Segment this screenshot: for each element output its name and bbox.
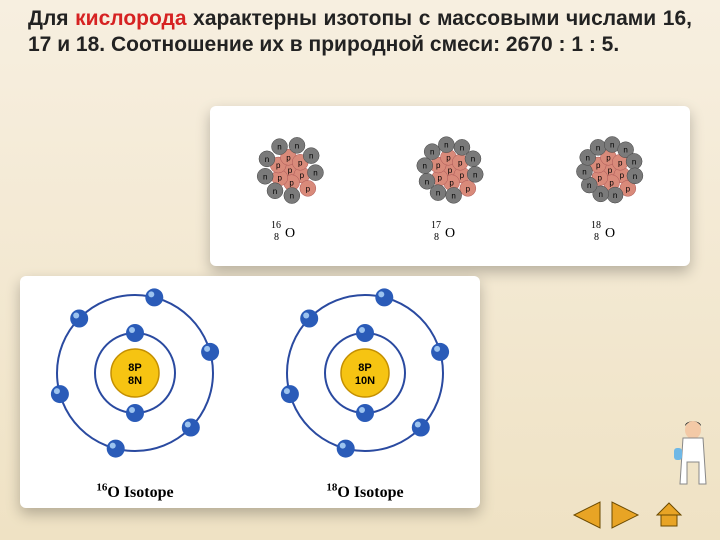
svg-text:10N: 10N bbox=[355, 375, 375, 387]
svg-text:n: n bbox=[290, 192, 294, 201]
bohr-caption-18: 18O Isotope bbox=[250, 482, 480, 502]
slide-root: Для кислорода характерны изотопы с массо… bbox=[0, 0, 720, 540]
bohr-18: 8P10N 18O Isotope bbox=[250, 276, 480, 508]
svg-text:p: p bbox=[466, 184, 471, 193]
nucleus-label-17: 178O bbox=[445, 226, 455, 242]
svg-text:p: p bbox=[620, 171, 625, 180]
svg-text:p: p bbox=[606, 153, 611, 162]
svg-text:n: n bbox=[585, 153, 589, 162]
svg-text:p: p bbox=[276, 161, 281, 170]
svg-text:n: n bbox=[613, 191, 617, 200]
svg-text:n: n bbox=[473, 170, 477, 179]
body-text: Для кислорода характерны изотопы с массо… bbox=[0, 0, 720, 59]
svg-text:p: p bbox=[458, 158, 463, 167]
svg-text:n: n bbox=[277, 143, 281, 152]
svg-text:p: p bbox=[289, 179, 294, 188]
svg-text:n: n bbox=[295, 141, 299, 150]
svg-text:n: n bbox=[598, 190, 602, 199]
svg-text:p: p bbox=[298, 158, 303, 167]
svg-text:p: p bbox=[626, 184, 631, 193]
nucleus-18: ppppppppnnnnnnnnnn bbox=[545, 115, 675, 225]
svg-text:p: p bbox=[608, 166, 613, 175]
nucleus-label-16: 168O bbox=[285, 226, 295, 242]
scientist-icon bbox=[672, 418, 714, 496]
svg-text:8P: 8P bbox=[358, 362, 371, 374]
svg-text:n: n bbox=[610, 140, 614, 149]
svg-text:n: n bbox=[425, 177, 429, 186]
nav-next-button[interactable] bbox=[608, 500, 642, 530]
svg-text:n: n bbox=[460, 143, 464, 152]
svg-text:p: p bbox=[449, 179, 454, 188]
svg-text:p: p bbox=[300, 171, 305, 180]
nuclei-panel: ppppppppnnnnnnnnppppppppnnnnnnnnnppppppp… bbox=[210, 106, 690, 266]
svg-text:n: n bbox=[596, 143, 600, 152]
svg-text:p: p bbox=[596, 161, 601, 170]
svg-text:n: n bbox=[430, 148, 434, 157]
text-highlight: кислорода bbox=[75, 7, 186, 30]
svg-text:p: p bbox=[286, 153, 291, 162]
svg-text:n: n bbox=[313, 169, 317, 178]
svg-text:p: p bbox=[438, 174, 443, 183]
svg-text:n: n bbox=[265, 155, 269, 164]
nav-home-button[interactable] bbox=[654, 500, 684, 530]
bohr-16: 8P8N 16O Isotope bbox=[20, 276, 250, 508]
svg-text:p: p bbox=[278, 174, 283, 183]
svg-text:n: n bbox=[471, 155, 475, 164]
svg-text:n: n bbox=[444, 141, 448, 150]
bohr-caption-16: 16O Isotope bbox=[20, 482, 250, 502]
svg-text:n: n bbox=[582, 167, 586, 176]
svg-text:p: p bbox=[598, 174, 603, 183]
svg-text:p: p bbox=[448, 166, 453, 175]
svg-text:8N: 8N bbox=[128, 375, 142, 387]
svg-text:p: p bbox=[609, 179, 614, 188]
svg-text:n: n bbox=[273, 187, 277, 196]
svg-text:p: p bbox=[436, 161, 441, 170]
svg-text:n: n bbox=[436, 189, 440, 198]
svg-text:n: n bbox=[263, 172, 267, 181]
svg-text:p: p bbox=[460, 171, 465, 180]
svg-text:n: n bbox=[632, 157, 636, 166]
svg-text:n: n bbox=[309, 152, 313, 161]
svg-text:n: n bbox=[623, 146, 627, 155]
svg-text:n: n bbox=[451, 191, 455, 200]
svg-text:8P: 8P bbox=[128, 362, 141, 374]
svg-text:p: p bbox=[306, 184, 311, 193]
svg-text:p: p bbox=[446, 153, 451, 162]
svg-text:n: n bbox=[423, 162, 427, 171]
nucleus-17: ppppppppnnnnnnnnn bbox=[385, 115, 515, 225]
nav-prev-button[interactable] bbox=[570, 500, 604, 530]
svg-text:p: p bbox=[618, 158, 623, 167]
svg-text:p: p bbox=[288, 166, 293, 175]
text-pre: Для bbox=[28, 7, 75, 30]
nucleus-label-18: 188O bbox=[605, 226, 615, 242]
bohr-panel: 8P8N16O Isotope8P10N18O Isotope bbox=[20, 276, 480, 508]
svg-text:n: n bbox=[587, 181, 591, 190]
svg-text:n: n bbox=[633, 172, 637, 181]
nucleus-16: ppppppppnnnnnnnn bbox=[225, 115, 355, 225]
